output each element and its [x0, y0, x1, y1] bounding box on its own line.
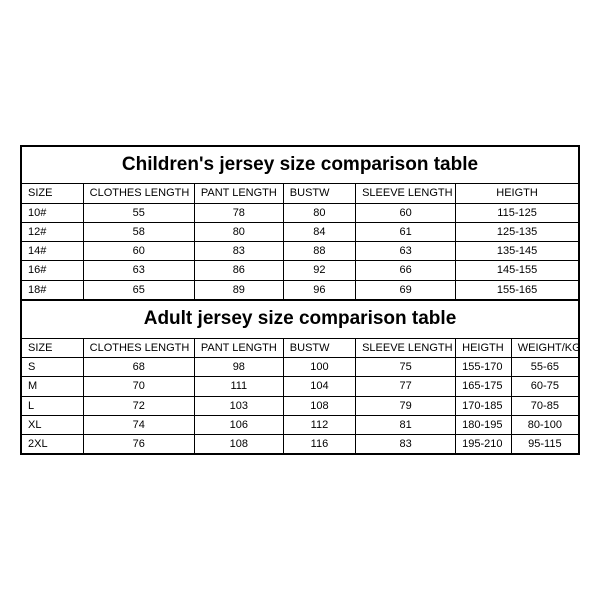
cell: 92 — [283, 261, 355, 280]
adult-header-row: SIZE CLOTHES LENGTH PANT LENGTH BUSTW SL… — [22, 338, 578, 357]
cell: 60 — [356, 203, 456, 222]
col-sleeve-length: SLEEVE LENGTH — [356, 184, 456, 203]
cell: 95-115 — [511, 435, 578, 454]
col-bustw: BUSTW — [283, 338, 355, 357]
cell: 58 — [83, 222, 194, 241]
table-row: M 70 111 104 77 165-175 60-75 — [22, 377, 578, 396]
cell: 66 — [356, 261, 456, 280]
cell: 104 — [283, 377, 355, 396]
cell: 80 — [194, 222, 283, 241]
col-size: SIZE — [22, 338, 83, 357]
children-title: Children's jersey size comparison table — [22, 147, 578, 184]
col-bustw: BUSTW — [283, 184, 355, 203]
adult-title-row: Adult jersey size comparison table — [22, 301, 578, 339]
cell: 77 — [356, 377, 456, 396]
cell: 81 — [356, 415, 456, 434]
col-heigth: HEIGTH — [456, 338, 512, 357]
cell: 16# — [22, 261, 83, 280]
col-size: SIZE — [22, 184, 83, 203]
cell: 55 — [83, 203, 194, 222]
cell: 61 — [356, 222, 456, 241]
cell: L — [22, 396, 83, 415]
cell: 12# — [22, 222, 83, 241]
cell: 108 — [194, 435, 283, 454]
cell: 10# — [22, 203, 83, 222]
cell: 111 — [194, 377, 283, 396]
cell: S — [22, 357, 83, 376]
size-tables: Children's jersey size comparison table … — [20, 145, 580, 456]
table-row: XL 74 106 112 81 180-195 80-100 — [22, 415, 578, 434]
col-heigth: HEIGTH — [456, 184, 578, 203]
table-row: 10# 55 78 80 60 115-125 — [22, 203, 578, 222]
cell: 55-65 — [511, 357, 578, 376]
col-weight: WEIGHT/KG — [511, 338, 578, 357]
cell: 74 — [83, 415, 194, 434]
cell: 2XL — [22, 435, 83, 454]
cell: 145-155 — [456, 261, 578, 280]
table-row: 14# 60 83 88 63 135-145 — [22, 242, 578, 261]
cell: 70-85 — [511, 396, 578, 415]
table-row: 2XL 76 108 116 83 195-210 95-115 — [22, 435, 578, 454]
cell: 18# — [22, 280, 83, 299]
adult-title: Adult jersey size comparison table — [22, 301, 578, 339]
cell: 60-75 — [511, 377, 578, 396]
page: Children's jersey size comparison table … — [0, 0, 600, 600]
cell: 135-145 — [456, 242, 578, 261]
cell: 76 — [83, 435, 194, 454]
cell: 63 — [83, 261, 194, 280]
cell: 63 — [356, 242, 456, 261]
cell: 79 — [356, 396, 456, 415]
children-size-table: Children's jersey size comparison table … — [22, 147, 578, 300]
cell: 72 — [83, 396, 194, 415]
cell: 75 — [356, 357, 456, 376]
cell: 70 — [83, 377, 194, 396]
cell: 14# — [22, 242, 83, 261]
col-clothes-length: CLOTHES LENGTH — [83, 338, 194, 357]
table-row: S 68 98 100 75 155-170 55-65 — [22, 357, 578, 376]
cell: 65 — [83, 280, 194, 299]
cell: 96 — [283, 280, 355, 299]
cell: 88 — [283, 242, 355, 261]
col-clothes-length: CLOTHES LENGTH — [83, 184, 194, 203]
cell: 69 — [356, 280, 456, 299]
cell: 116 — [283, 435, 355, 454]
cell: 170-185 — [456, 396, 512, 415]
cell: 108 — [283, 396, 355, 415]
cell: 155-165 — [456, 280, 578, 299]
cell: M — [22, 377, 83, 396]
cell: 60 — [83, 242, 194, 261]
table-row: 16# 63 86 92 66 145-155 — [22, 261, 578, 280]
cell: XL — [22, 415, 83, 434]
table-row: 12# 58 80 84 61 125-135 — [22, 222, 578, 241]
adult-size-table: Adult jersey size comparison table SIZE … — [22, 300, 578, 453]
cell: 165-175 — [456, 377, 512, 396]
cell: 103 — [194, 396, 283, 415]
cell: 89 — [194, 280, 283, 299]
cell: 155-170 — [456, 357, 512, 376]
cell: 78 — [194, 203, 283, 222]
cell: 98 — [194, 357, 283, 376]
table-row: 18# 65 89 96 69 155-165 — [22, 280, 578, 299]
cell: 180-195 — [456, 415, 512, 434]
cell: 68 — [83, 357, 194, 376]
col-pant-length: PANT LENGTH — [194, 338, 283, 357]
cell: 125-135 — [456, 222, 578, 241]
col-sleeve-length: SLEEVE LENGTH — [356, 338, 456, 357]
cell: 80 — [283, 203, 355, 222]
cell: 106 — [194, 415, 283, 434]
children-header-row: SIZE CLOTHES LENGTH PANT LENGTH BUSTW SL… — [22, 184, 578, 203]
cell: 83 — [194, 242, 283, 261]
cell: 112 — [283, 415, 355, 434]
cell: 100 — [283, 357, 355, 376]
col-pant-length: PANT LENGTH — [194, 184, 283, 203]
cell: 83 — [356, 435, 456, 454]
cell: 86 — [194, 261, 283, 280]
cell: 80-100 — [511, 415, 578, 434]
cell: 115-125 — [456, 203, 578, 222]
cell: 84 — [283, 222, 355, 241]
table-row: L 72 103 108 79 170-185 70-85 — [22, 396, 578, 415]
cell: 195-210 — [456, 435, 512, 454]
children-title-row: Children's jersey size comparison table — [22, 147, 578, 184]
